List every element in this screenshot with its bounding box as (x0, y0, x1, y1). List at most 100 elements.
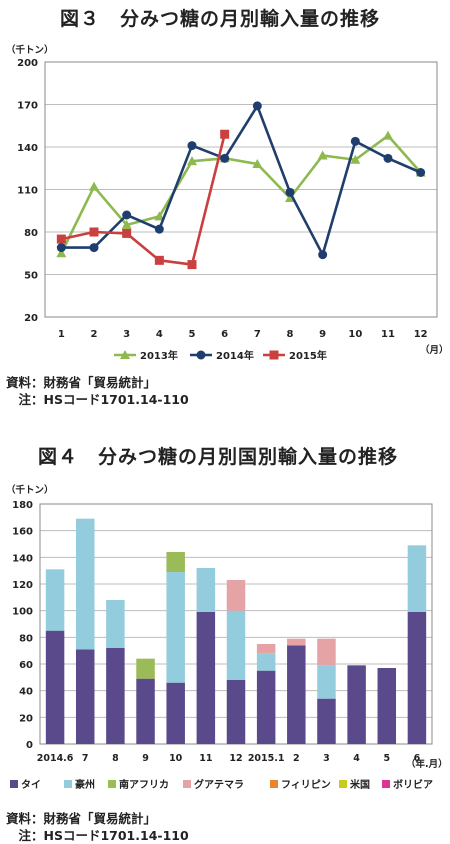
chart2-y-tick-label: 180 (12, 500, 33, 511)
chart1-point (416, 168, 426, 177)
chart1-y-tick-label: 50 (24, 271, 38, 282)
chart2-x-tick-label: 8 (112, 753, 119, 764)
chart1-point (121, 219, 132, 229)
chart2-bar-segment (106, 648, 125, 744)
chart1-series-line-2 (61, 133, 226, 266)
chart1-point (318, 250, 328, 260)
chart1-point (220, 129, 230, 139)
chart2-y-tick-label: 60 (19, 660, 33, 671)
chart1-point (56, 248, 67, 258)
chart1-point (154, 255, 164, 265)
chart1-point (89, 227, 99, 237)
chart1-x-ticks: 1 2 3 4 5 6 7 8 9 10 11 12 (58, 329, 428, 340)
chart2-bar-segment (166, 682, 185, 744)
chart2-bar-segment (347, 665, 366, 744)
chart2-legend-label: タイ (21, 779, 41, 791)
chart2-source-note: 資料：財務省「貿易統計」 (6, 811, 157, 826)
chart2-x-ticks: 2014.6 7 8 9 10 11 12 2015.1 2 3 4 5 6 (37, 753, 421, 764)
chart2-x-tick-label: 5 (383, 753, 390, 764)
chart2-bar-segment (287, 638, 306, 646)
chart2-legend-label: 南アフリカ (119, 778, 169, 791)
chart2-bar-segment (317, 698, 336, 744)
chart2-bar-segment (377, 668, 397, 744)
chart2-bar-segment (136, 658, 155, 679)
chart2-x-tick-label: 11 (199, 753, 212, 764)
chart1-point (154, 224, 164, 234)
chart1-x-tick-label: 11 (381, 329, 395, 340)
chart2-x-tick-label: 2 (293, 753, 300, 764)
chart2-bar-segment (166, 552, 185, 572)
chart1-legend-label: 2015年 (289, 349, 327, 362)
chart2-legend-swatch (10, 780, 18, 788)
chart2-x-tick-label: 9 (142, 753, 149, 764)
chart1-y-tick-label: 80 (24, 228, 38, 239)
chart1-point (317, 150, 328, 160)
chart2-bar-segment (317, 665, 336, 699)
chart1-legend: 2013年 2014年 2015年 (114, 349, 327, 362)
chart2-title: 図４ 分みつ糖の月別国別輸入量の推移 (38, 446, 399, 468)
chart2-x-unit: （年.月） (406, 758, 448, 770)
chart2-bar-segment (407, 612, 427, 744)
chart2-y-tick-label: 40 (19, 687, 33, 698)
chart1-point (187, 156, 197, 166)
chart1-legend-label: 2014年 (216, 349, 254, 362)
chart1-hs-note: 注：HSコード1701.14-110 (6, 392, 189, 407)
chart1-legend-marker (120, 350, 130, 359)
chart2-bar-segment (226, 610, 246, 680)
chart1-y-tick-label: 170 (17, 101, 38, 112)
chart2-x-tick-label: 12 (229, 753, 242, 764)
chart1-x-tick-label: 2 (91, 329, 98, 340)
chart2-x-tick-label: 7 (82, 753, 89, 764)
chart1-legend-marker (269, 350, 279, 360)
chart2-bar-segment (106, 600, 125, 648)
chart2-bar-segment (287, 645, 306, 744)
chart1-x-tick-label: 12 (414, 329, 428, 340)
chart2-bar-segment (45, 569, 65, 631)
chart2-x-tick-label: 10 (169, 753, 183, 764)
chart1-point (285, 187, 295, 197)
chart1-x-tick-label: 10 (348, 329, 362, 340)
chart1-point (187, 141, 197, 151)
chart2-x-tick-label: 3 (323, 753, 330, 764)
chart2-y-tick-label: 100 (12, 607, 33, 618)
chart2-legend-swatch (270, 780, 278, 788)
chart2-legend-label: 豪州 (75, 778, 95, 791)
chart1-y-ticks: 20 50 80 110 140 170 200 (17, 58, 38, 324)
chart1-grid (44, 61, 438, 318)
chart2-x-tick-label: 4 (353, 753, 360, 764)
chart1-point (383, 153, 393, 163)
chart2-legend: タイ 豪州 南アフリカ グアテマラ フィリピン 米国 ボリビア (10, 778, 433, 791)
chart2-legend-swatch (64, 780, 72, 788)
chart1-point (154, 211, 165, 221)
chart1-point (89, 243, 99, 253)
chart1-y-tick-label: 110 (17, 186, 38, 197)
chart2-bar-segment (256, 653, 276, 671)
chart1-point (220, 153, 230, 163)
chart2-y-ticks: 0 20 40 60 80 100 120 140 160 180 (12, 500, 33, 751)
chart2-legend-swatch (339, 780, 347, 788)
chart1-x-tick-label: 4 (156, 329, 163, 340)
chart2-bar-segment (75, 518, 95, 650)
chart1-series-line-1 (61, 104, 422, 256)
chart1-x-unit: （月） (420, 344, 449, 356)
chart1-point (187, 260, 197, 270)
chart1-y-tick-label: 140 (17, 143, 38, 154)
chart2-x-tick-label: 2014.6 (37, 753, 74, 764)
chart1-unit-label: （千トン） (6, 45, 54, 56)
chart1-y-tick-label: 200 (17, 58, 38, 69)
chart2-bar-segment (196, 612, 216, 744)
chart2-legend-swatch (183, 780, 191, 788)
chart1-series-line-0 (60, 134, 422, 254)
chart2-legend-swatch (382, 780, 390, 788)
chart2-y-tick-label: 0 (26, 740, 33, 751)
chart2-bar-segment (166, 572, 185, 683)
chart2-unit-label: （千トン） (6, 485, 54, 496)
chart2-bar-segment (256, 670, 276, 744)
chart2-y-tick-label: 120 (12, 580, 33, 591)
chart1-x-tick-label: 3 (123, 329, 130, 340)
chart2-bar-segment (226, 580, 246, 611)
chart1-point (252, 101, 262, 111)
chart2-bar-segment (75, 649, 95, 744)
chart2-legend-label: ボリビア (393, 778, 433, 791)
chart1-legend-label: 2013年 (140, 349, 178, 362)
